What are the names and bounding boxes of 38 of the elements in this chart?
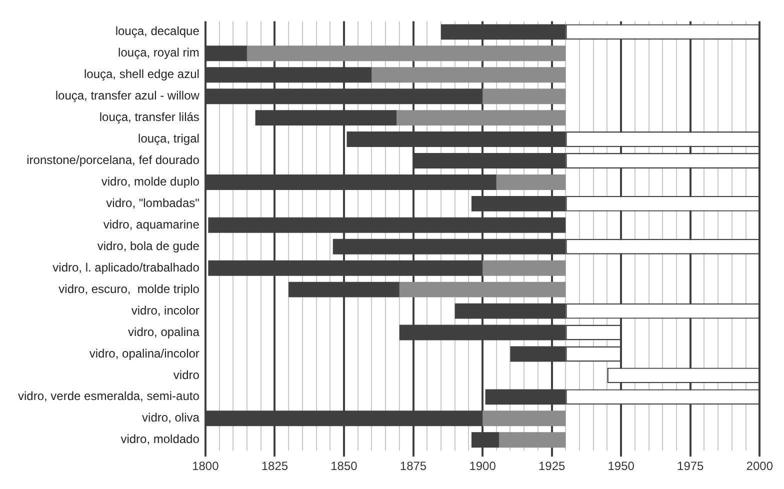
y-tick-label: vidro, opalina/incolor — [89, 346, 200, 360]
x-tick-label: 1900 — [469, 459, 496, 474]
x-tick-label: 1825 — [261, 459, 288, 474]
y-tick-label: louça, transfer azul - willow — [55, 88, 200, 103]
y-tick-label: vidro, "lombadas" — [106, 196, 200, 210]
y-tick-label: vidro, l. aplicado/trabalhado — [52, 260, 200, 274]
bar — [482, 260, 566, 276]
y-tick-label: vidro, aquamarine — [103, 217, 200, 232]
y-tick-label: vidro, incolor — [131, 303, 200, 318]
y-tick-label: ironstone/porcelana, fef dourado — [26, 153, 200, 168]
y-tick-label: vidro, verde esmeralda, semi-auto — [18, 389, 200, 404]
y-tick-label: louça, decalque — [115, 24, 200, 38]
bar — [482, 410, 566, 426]
bar — [482, 88, 566, 104]
bar — [499, 432, 566, 448]
bar — [246, 46, 566, 62]
bar — [496, 174, 566, 190]
y-tick-label: louça, transfer lilás — [99, 110, 200, 124]
y-tick-label: vidro, molde duplo — [101, 174, 200, 189]
bar — [399, 282, 566, 298]
y-tick-label: louça, shell edge azul — [84, 67, 200, 82]
y-tick-label: vidro, opalina — [128, 324, 200, 339]
x-tick-label: 2000 — [746, 459, 774, 474]
x-tick-label: 1975 — [677, 459, 704, 474]
y-tick-label: vidro, bola de gude — [97, 238, 200, 253]
bar — [396, 110, 566, 126]
y-tick-label: vidro — [173, 368, 200, 382]
y-tick-label: louça, trigal — [138, 132, 200, 146]
x-tick-label: 1850 — [330, 459, 358, 474]
x-tick-label: 1800 — [192, 459, 220, 474]
x-tick-label: 1950 — [608, 459, 635, 474]
x-tick-label: 1875 — [400, 459, 427, 474]
y-tick-label: vidro, escuro, molde triplo — [58, 282, 200, 296]
x-tick-label: 1925 — [538, 459, 566, 474]
bar — [372, 67, 566, 83]
y-tick-label: vidro, moldado — [120, 432, 200, 446]
y-tick-label: vidro, oliva — [142, 410, 200, 425]
y-tick-label: louça, royal rim — [118, 46, 200, 60]
